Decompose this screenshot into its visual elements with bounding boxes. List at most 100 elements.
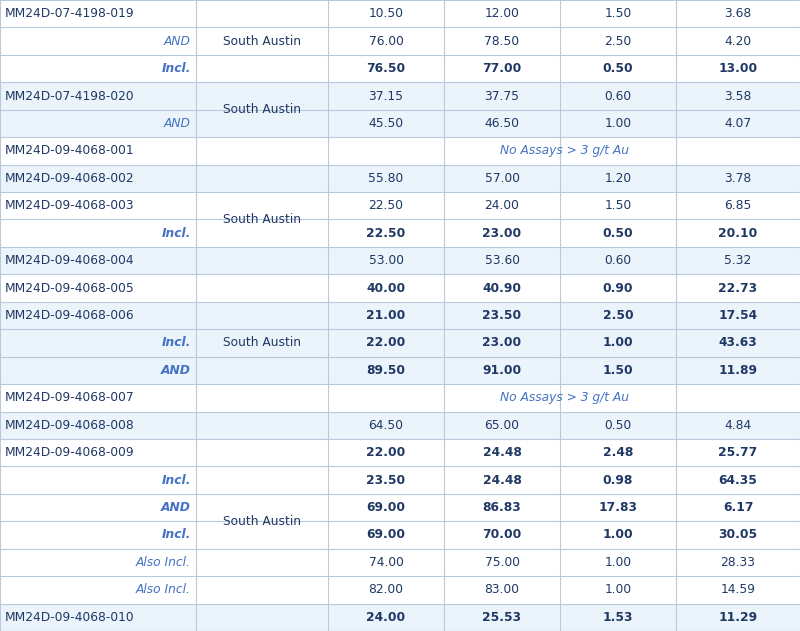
Text: 17.54: 17.54 <box>718 309 758 322</box>
Bar <box>0 192 800 220</box>
Text: MM24D-09-4068-004: MM24D-09-4068-004 <box>5 254 134 267</box>
Text: 76.50: 76.50 <box>366 62 406 75</box>
Bar <box>0 549 800 576</box>
Text: No Assays > 3 g/t Au: No Assays > 3 g/t Au <box>499 391 629 404</box>
Bar <box>0 82 800 110</box>
Text: 22.50: 22.50 <box>369 199 403 212</box>
Text: 69.00: 69.00 <box>366 501 406 514</box>
Text: 82.00: 82.00 <box>369 583 403 596</box>
Text: 22.73: 22.73 <box>718 281 758 295</box>
Text: 86.83: 86.83 <box>482 501 522 514</box>
Bar <box>0 494 800 521</box>
Text: AND: AND <box>161 501 191 514</box>
Text: 24.00: 24.00 <box>485 199 519 212</box>
Text: South Austin: South Austin <box>223 35 301 48</box>
Text: 1.50: 1.50 <box>602 364 634 377</box>
Text: 57.00: 57.00 <box>485 172 519 185</box>
Bar <box>0 411 800 439</box>
Text: Also Incl.: Also Incl. <box>136 556 191 569</box>
Text: 46.50: 46.50 <box>485 117 519 130</box>
Text: MM24D-07-4198-019: MM24D-07-4198-019 <box>5 7 134 20</box>
Bar <box>0 302 800 329</box>
Text: 83.00: 83.00 <box>485 583 519 596</box>
Text: 1.50: 1.50 <box>604 7 632 20</box>
Text: 1.00: 1.00 <box>605 117 631 130</box>
Text: 2.50: 2.50 <box>602 309 634 322</box>
Bar <box>0 466 800 494</box>
Text: 45.50: 45.50 <box>369 117 403 130</box>
Text: 0.90: 0.90 <box>602 281 634 295</box>
Text: 4.07: 4.07 <box>725 117 751 130</box>
Text: MM24D-09-4068-002: MM24D-09-4068-002 <box>5 172 134 185</box>
Text: 5.32: 5.32 <box>724 254 752 267</box>
Bar <box>0 439 800 466</box>
Text: 1.53: 1.53 <box>602 611 634 624</box>
Bar <box>0 137 800 165</box>
Text: 25.77: 25.77 <box>718 446 758 459</box>
Bar <box>0 27 800 55</box>
Text: MM24D-09-4068-003: MM24D-09-4068-003 <box>5 199 134 212</box>
Text: 2.48: 2.48 <box>603 446 633 459</box>
Bar <box>0 521 800 549</box>
Text: 13.00: 13.00 <box>718 62 758 75</box>
Text: MM24D-09-4068-008: MM24D-09-4068-008 <box>5 419 134 432</box>
Text: 43.63: 43.63 <box>718 336 758 350</box>
Text: 28.33: 28.33 <box>721 556 755 569</box>
Text: MM24D-09-4068-001: MM24D-09-4068-001 <box>5 144 134 157</box>
Text: 0.50: 0.50 <box>602 227 634 240</box>
Text: South Austin: South Austin <box>223 213 301 226</box>
Text: 11.89: 11.89 <box>718 364 758 377</box>
Text: 3.68: 3.68 <box>724 7 752 20</box>
Bar <box>0 576 800 604</box>
Text: 55.80: 55.80 <box>368 172 404 185</box>
Text: 69.00: 69.00 <box>366 529 406 541</box>
Text: 20.10: 20.10 <box>718 227 758 240</box>
Text: 1.00: 1.00 <box>605 583 631 596</box>
Text: 70.00: 70.00 <box>482 529 522 541</box>
Text: 6.17: 6.17 <box>722 501 754 514</box>
Text: 30.05: 30.05 <box>718 529 758 541</box>
Text: AND: AND <box>164 117 191 130</box>
Text: No Assays > 3 g/t Au: No Assays > 3 g/t Au <box>499 144 629 157</box>
Text: Incl.: Incl. <box>162 336 191 350</box>
Text: 77.00: 77.00 <box>482 62 522 75</box>
Text: 75.00: 75.00 <box>485 556 519 569</box>
Text: 4.20: 4.20 <box>725 35 751 48</box>
Text: MM24D-09-4068-009: MM24D-09-4068-009 <box>5 446 134 459</box>
Text: 40.00: 40.00 <box>366 281 406 295</box>
Text: 17.83: 17.83 <box>598 501 638 514</box>
Text: 22.00: 22.00 <box>366 446 406 459</box>
Text: 12.00: 12.00 <box>485 7 519 20</box>
Text: 21.00: 21.00 <box>366 309 406 322</box>
Text: 1.20: 1.20 <box>605 172 631 185</box>
Text: AND: AND <box>161 364 191 377</box>
Text: 23.00: 23.00 <box>482 336 522 350</box>
Bar <box>0 110 800 137</box>
Text: 10.50: 10.50 <box>369 7 403 20</box>
Text: Incl.: Incl. <box>162 62 191 75</box>
Bar <box>0 384 800 411</box>
Text: 74.00: 74.00 <box>369 556 403 569</box>
Text: 0.60: 0.60 <box>605 90 631 102</box>
Text: 1.00: 1.00 <box>602 336 634 350</box>
Bar <box>0 329 800 357</box>
Text: Incl.: Incl. <box>162 529 191 541</box>
Text: 14.59: 14.59 <box>721 583 755 596</box>
Text: 23.00: 23.00 <box>482 227 522 240</box>
Text: 53.60: 53.60 <box>485 254 519 267</box>
Text: 89.50: 89.50 <box>366 364 406 377</box>
Text: South Austin: South Austin <box>223 336 301 350</box>
Text: 24.48: 24.48 <box>482 446 522 459</box>
Text: 11.29: 11.29 <box>718 611 758 624</box>
Text: MM24D-09-4068-005: MM24D-09-4068-005 <box>5 281 134 295</box>
Text: 22.00: 22.00 <box>366 336 406 350</box>
Text: 0.60: 0.60 <box>605 254 631 267</box>
Text: 78.50: 78.50 <box>485 35 519 48</box>
Text: 65.00: 65.00 <box>485 419 519 432</box>
Text: MM24D-07-4198-020: MM24D-07-4198-020 <box>5 90 134 102</box>
Bar <box>0 357 800 384</box>
Bar <box>0 0 800 27</box>
Text: 0.50: 0.50 <box>602 62 634 75</box>
Text: 64.35: 64.35 <box>718 474 758 487</box>
Text: 3.58: 3.58 <box>724 90 752 102</box>
